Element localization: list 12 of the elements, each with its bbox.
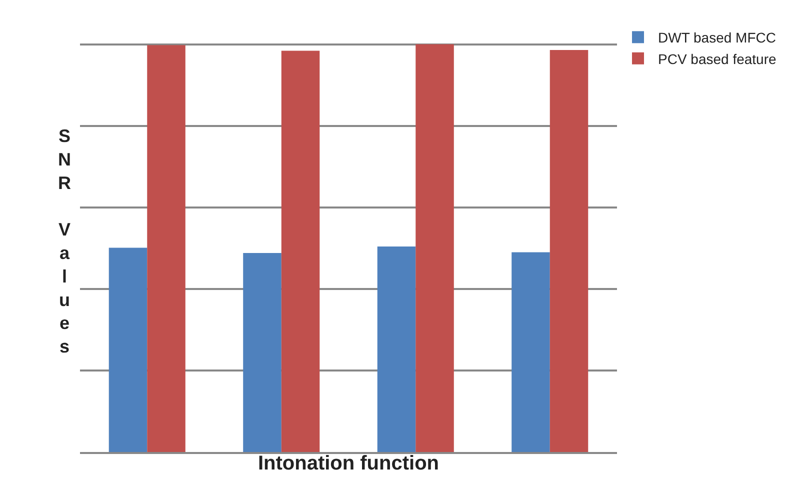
bar xyxy=(550,50,588,452)
bar xyxy=(377,246,416,452)
bar xyxy=(281,50,320,452)
x-axis-title: Intonation function xyxy=(258,452,440,474)
bar xyxy=(512,252,550,452)
legend-label: PCV based feature xyxy=(658,50,777,67)
bar xyxy=(416,44,454,452)
text: SNR Values xyxy=(58,126,71,357)
bar xyxy=(108,248,148,452)
bar xyxy=(147,45,186,452)
legend-label: DWT based MFCC xyxy=(658,30,776,46)
bar xyxy=(243,253,282,452)
